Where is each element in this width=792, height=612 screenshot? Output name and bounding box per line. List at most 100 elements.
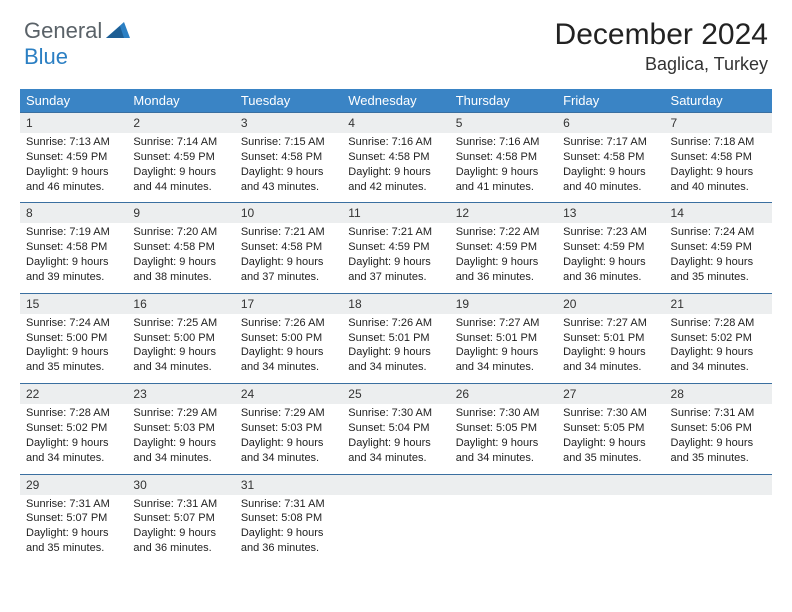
- weekday-header: Saturday: [665, 89, 772, 113]
- daynum-row: 293031: [20, 474, 772, 495]
- weekday-header: Sunday: [20, 89, 127, 113]
- day-number: [450, 474, 557, 495]
- day-details: Sunrise: 7:27 AMSunset: 5:01 PMDaylight:…: [456, 314, 551, 375]
- day-cell: Sunrise: 7:24 AMSunset: 5:00 PMDaylight:…: [20, 314, 127, 384]
- day-cell: Sunrise: 7:27 AMSunset: 5:01 PMDaylight:…: [450, 314, 557, 384]
- day-details: Sunrise: 7:31 AMSunset: 5:07 PMDaylight:…: [26, 495, 121, 556]
- weekday-header-row: SundayMondayTuesdayWednesdayThursdayFrid…: [20, 89, 772, 113]
- day-details: Sunrise: 7:24 AMSunset: 5:00 PMDaylight:…: [26, 314, 121, 375]
- day-number: 14: [665, 203, 772, 224]
- day-details: Sunrise: 7:20 AMSunset: 4:58 PMDaylight:…: [133, 223, 228, 284]
- day-number: [342, 474, 449, 495]
- day-cell: Sunrise: 7:24 AMSunset: 4:59 PMDaylight:…: [665, 223, 772, 293]
- day-content-row: Sunrise: 7:28 AMSunset: 5:02 PMDaylight:…: [20, 404, 772, 474]
- day-cell: Sunrise: 7:31 AMSunset: 5:08 PMDaylight:…: [235, 495, 342, 564]
- day-cell: Sunrise: 7:21 AMSunset: 4:58 PMDaylight:…: [235, 223, 342, 293]
- day-cell: Sunrise: 7:29 AMSunset: 5:03 PMDaylight:…: [127, 404, 234, 474]
- day-content-row: Sunrise: 7:19 AMSunset: 4:58 PMDaylight:…: [20, 223, 772, 293]
- logo-triangle-icon: [106, 20, 130, 43]
- day-content-row: Sunrise: 7:31 AMSunset: 5:07 PMDaylight:…: [20, 495, 772, 564]
- day-cell: Sunrise: 7:22 AMSunset: 4:59 PMDaylight:…: [450, 223, 557, 293]
- day-details: Sunrise: 7:31 AMSunset: 5:06 PMDaylight:…: [671, 404, 766, 465]
- day-cell: [450, 495, 557, 564]
- day-number: 2: [127, 113, 234, 134]
- day-cell: Sunrise: 7:30 AMSunset: 5:05 PMDaylight:…: [557, 404, 664, 474]
- calendar-table: SundayMondayTuesdayWednesdayThursdayFrid…: [20, 89, 772, 564]
- day-number: 17: [235, 293, 342, 314]
- day-number: 9: [127, 203, 234, 224]
- day-details: Sunrise: 7:26 AMSunset: 5:00 PMDaylight:…: [241, 314, 336, 375]
- daynum-row: 891011121314: [20, 203, 772, 224]
- day-cell: Sunrise: 7:16 AMSunset: 4:58 PMDaylight:…: [450, 133, 557, 203]
- day-cell: Sunrise: 7:31 AMSunset: 5:07 PMDaylight:…: [127, 495, 234, 564]
- weekday-header: Tuesday: [235, 89, 342, 113]
- day-details: Sunrise: 7:15 AMSunset: 4:58 PMDaylight:…: [241, 133, 336, 194]
- day-number: 19: [450, 293, 557, 314]
- daynum-row: 1234567: [20, 113, 772, 134]
- day-number: [665, 474, 772, 495]
- day-cell: Sunrise: 7:26 AMSunset: 5:00 PMDaylight:…: [235, 314, 342, 384]
- day-details: Sunrise: 7:28 AMSunset: 5:02 PMDaylight:…: [26, 404, 121, 465]
- day-cell: Sunrise: 7:17 AMSunset: 4:58 PMDaylight:…: [557, 133, 664, 203]
- day-number: 25: [342, 384, 449, 405]
- day-number: 3: [235, 113, 342, 134]
- day-details: Sunrise: 7:30 AMSunset: 5:05 PMDaylight:…: [456, 404, 551, 465]
- day-number: 18: [342, 293, 449, 314]
- day-number: 23: [127, 384, 234, 405]
- day-details: Sunrise: 7:24 AMSunset: 4:59 PMDaylight:…: [671, 223, 766, 284]
- day-number: 28: [665, 384, 772, 405]
- day-cell: Sunrise: 7:28 AMSunset: 5:02 PMDaylight:…: [20, 404, 127, 474]
- day-number: 4: [342, 113, 449, 134]
- day-cell: [665, 495, 772, 564]
- logo: General: [24, 18, 132, 44]
- day-cell: Sunrise: 7:29 AMSunset: 5:03 PMDaylight:…: [235, 404, 342, 474]
- weekday-header: Monday: [127, 89, 234, 113]
- day-content-row: Sunrise: 7:24 AMSunset: 5:00 PMDaylight:…: [20, 314, 772, 384]
- day-cell: Sunrise: 7:25 AMSunset: 5:00 PMDaylight:…: [127, 314, 234, 384]
- weekday-header: Thursday: [450, 89, 557, 113]
- logo-word-1: General: [24, 18, 102, 44]
- day-details: Sunrise: 7:31 AMSunset: 5:08 PMDaylight:…: [241, 495, 336, 556]
- day-details: Sunrise: 7:17 AMSunset: 4:58 PMDaylight:…: [563, 133, 658, 194]
- day-cell: Sunrise: 7:26 AMSunset: 5:01 PMDaylight:…: [342, 314, 449, 384]
- day-details: Sunrise: 7:18 AMSunset: 4:58 PMDaylight:…: [671, 133, 766, 194]
- day-cell: Sunrise: 7:23 AMSunset: 4:59 PMDaylight:…: [557, 223, 664, 293]
- day-content-row: Sunrise: 7:13 AMSunset: 4:59 PMDaylight:…: [20, 133, 772, 203]
- day-details: Sunrise: 7:21 AMSunset: 4:59 PMDaylight:…: [348, 223, 443, 284]
- title-block: December 2024 Baglica, Turkey: [555, 18, 768, 75]
- day-number: 11: [342, 203, 449, 224]
- day-number: 13: [557, 203, 664, 224]
- day-number: 8: [20, 203, 127, 224]
- day-cell: Sunrise: 7:27 AMSunset: 5:01 PMDaylight:…: [557, 314, 664, 384]
- day-cell: Sunrise: 7:18 AMSunset: 4:58 PMDaylight:…: [665, 133, 772, 203]
- day-details: Sunrise: 7:28 AMSunset: 5:02 PMDaylight:…: [671, 314, 766, 375]
- weekday-header: Wednesday: [342, 89, 449, 113]
- day-cell: Sunrise: 7:31 AMSunset: 5:06 PMDaylight:…: [665, 404, 772, 474]
- day-cell: Sunrise: 7:14 AMSunset: 4:59 PMDaylight:…: [127, 133, 234, 203]
- day-number: 20: [557, 293, 664, 314]
- day-details: Sunrise: 7:29 AMSunset: 5:03 PMDaylight:…: [241, 404, 336, 465]
- day-number: 7: [665, 113, 772, 134]
- day-cell: Sunrise: 7:21 AMSunset: 4:59 PMDaylight:…: [342, 223, 449, 293]
- day-number: 15: [20, 293, 127, 314]
- day-cell: Sunrise: 7:28 AMSunset: 5:02 PMDaylight:…: [665, 314, 772, 384]
- day-cell: Sunrise: 7:30 AMSunset: 5:04 PMDaylight:…: [342, 404, 449, 474]
- location-title: Baglica, Turkey: [555, 54, 768, 75]
- day-details: Sunrise: 7:13 AMSunset: 4:59 PMDaylight:…: [26, 133, 121, 194]
- day-details: Sunrise: 7:14 AMSunset: 4:59 PMDaylight:…: [133, 133, 228, 194]
- day-details: Sunrise: 7:16 AMSunset: 4:58 PMDaylight:…: [348, 133, 443, 194]
- day-cell: [557, 495, 664, 564]
- day-number: 1: [20, 113, 127, 134]
- day-number: 27: [557, 384, 664, 405]
- day-number: 12: [450, 203, 557, 224]
- day-number: 31: [235, 474, 342, 495]
- day-details: Sunrise: 7:30 AMSunset: 5:04 PMDaylight:…: [348, 404, 443, 465]
- day-details: Sunrise: 7:29 AMSunset: 5:03 PMDaylight:…: [133, 404, 228, 465]
- day-details: Sunrise: 7:25 AMSunset: 5:00 PMDaylight:…: [133, 314, 228, 375]
- month-title: December 2024: [555, 18, 768, 52]
- day-cell: Sunrise: 7:31 AMSunset: 5:07 PMDaylight:…: [20, 495, 127, 564]
- day-cell: Sunrise: 7:13 AMSunset: 4:59 PMDaylight:…: [20, 133, 127, 203]
- daynum-row: 22232425262728: [20, 384, 772, 405]
- day-cell: Sunrise: 7:19 AMSunset: 4:58 PMDaylight:…: [20, 223, 127, 293]
- day-cell: Sunrise: 7:20 AMSunset: 4:58 PMDaylight:…: [127, 223, 234, 293]
